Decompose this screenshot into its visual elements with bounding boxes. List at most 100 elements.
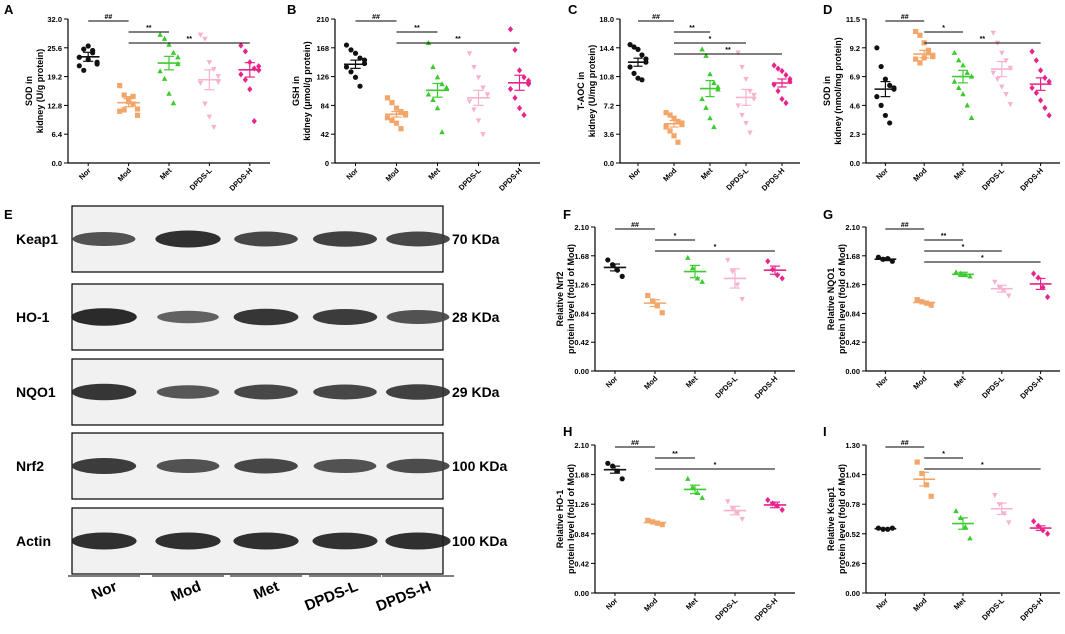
series-mod [913, 459, 936, 499]
x-tick-label: DPDS-L [980, 166, 1006, 192]
blot-band [234, 458, 298, 474]
series-dpds-h [763, 496, 787, 513]
data-point [211, 124, 217, 130]
blot-band [72, 232, 136, 246]
x-tick-label: Met [952, 374, 968, 390]
data-point [1042, 104, 1048, 112]
x-tick-label: Nor [627, 166, 643, 182]
data-point [134, 106, 141, 112]
x-tick-label: Mod [911, 166, 929, 184]
significance-label: ## [372, 14, 380, 21]
data-point [635, 75, 641, 81]
data-point [206, 60, 213, 66]
y-axis-label: protein level (fold of Mod) [566, 464, 576, 574]
y-axis-label: SOD in [24, 76, 34, 106]
lane-label: Nor [89, 578, 119, 604]
data-point [121, 92, 127, 98]
data-point [1046, 112, 1052, 119]
data-point [256, 63, 262, 70]
data-point [1031, 518, 1037, 525]
x-tick-label: DPDS-L [724, 166, 750, 192]
data-point [430, 96, 436, 102]
data-point [878, 63, 884, 70]
data-point [434, 105, 441, 111]
blot-row-actin: Actin 100 KDa [16, 507, 507, 575]
data-point [914, 297, 920, 303]
data-point [343, 64, 350, 70]
y-axis-label: Relative Nrf2 [555, 271, 565, 326]
series-dpds-l [723, 257, 747, 302]
y-tick-label: 14.4 [599, 44, 614, 53]
data-point [992, 279, 998, 285]
data-point [734, 282, 741, 288]
significance-label: * [981, 255, 984, 262]
y-tick-label: 0.42 [574, 338, 589, 347]
x-tick-label: DPDS-H [753, 596, 780, 623]
data-point [992, 493, 998, 499]
data-point [964, 102, 970, 108]
series-nor [603, 257, 627, 279]
x-tick-label: Nor [604, 374, 620, 390]
data-point [735, 103, 741, 109]
panel-label: B [287, 2, 296, 17]
data-point [197, 80, 204, 86]
data-point [627, 64, 633, 70]
blot-band [234, 384, 298, 400]
data-point [703, 104, 709, 110]
chart-panel-d: D 0.0 2.3 4.6 6.9 9.2 11.5 SOD in kidney (nmol/m… [822, 2, 1060, 193]
data-point [729, 506, 736, 512]
blot-band [386, 231, 450, 247]
data-point [480, 132, 486, 138]
data-point [348, 69, 354, 75]
x-tick-label: Met [684, 596, 700, 612]
blot-row-nqo1: NQO1 29 KDa [16, 358, 500, 426]
y-tick-label: 0.0 [850, 159, 860, 168]
y-tick-label: 1.26 [574, 500, 589, 509]
data-point [1040, 284, 1046, 291]
y-tick-label: 0.84 [574, 530, 589, 539]
data-point [996, 285, 1003, 291]
data-point [507, 85, 514, 93]
y-tick-label: 0.42 [574, 559, 589, 568]
y-tick-label: 0.52 [845, 530, 860, 539]
y-axis-label: T-AOC in [576, 72, 586, 111]
x-tick-label: DPDS-L [188, 166, 214, 192]
series-dpds-l [990, 30, 1014, 108]
data-point [689, 265, 696, 271]
data-point [779, 95, 785, 103]
data-point [921, 40, 927, 46]
data-point [393, 120, 400, 126]
y-tick-label: 9.2 [850, 44, 860, 53]
x-tick-label: Nor [874, 374, 890, 390]
series-dpds-h [1029, 518, 1052, 537]
data-point [202, 36, 208, 42]
y-tick-label: 25.6 [47, 44, 62, 53]
y-tick-label: 1.04 [845, 471, 860, 480]
data-point [685, 475, 691, 481]
x-tick-label: DPDS-L [713, 596, 739, 622]
data-point [928, 493, 934, 499]
protein-label: Nrf2 [16, 458, 44, 474]
data-point [775, 65, 781, 72]
series-nor [603, 460, 627, 482]
lane-label: DPDS-H [374, 578, 434, 615]
y-tick-label: 1.68 [845, 252, 860, 261]
data-point [605, 460, 611, 466]
data-point [643, 56, 649, 62]
blot-band [386, 310, 450, 324]
data-point [247, 86, 253, 93]
data-point [725, 499, 731, 505]
x-tick-label: DPDS-H [1018, 374, 1045, 401]
significance-label: ** [725, 47, 731, 54]
data-point [953, 508, 959, 514]
molecular-weight-label: 29 KDa [452, 384, 500, 400]
y-axis-label: Relative Keap1 [826, 487, 836, 551]
y-axis-label: protein level (fold of Mod) [837, 244, 847, 354]
data-point [475, 75, 482, 81]
data-point [512, 46, 518, 53]
data-point [914, 459, 920, 465]
series-nor [874, 525, 897, 532]
data-point [130, 93, 136, 99]
data-point [956, 57, 962, 63]
